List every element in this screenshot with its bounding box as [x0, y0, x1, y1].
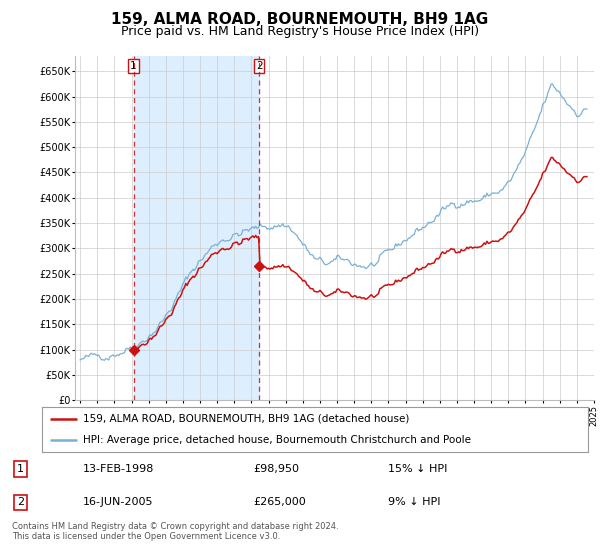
Text: £265,000: £265,000: [253, 497, 306, 507]
Text: 13-FEB-1998: 13-FEB-1998: [82, 464, 154, 474]
Text: 2: 2: [256, 61, 263, 71]
Text: £98,950: £98,950: [253, 464, 299, 474]
Text: Price paid vs. HM Land Registry's House Price Index (HPI): Price paid vs. HM Land Registry's House …: [121, 25, 479, 38]
Text: Contains HM Land Registry data © Crown copyright and database right 2024.
This d: Contains HM Land Registry data © Crown c…: [12, 522, 338, 542]
Text: 9% ↓ HPI: 9% ↓ HPI: [388, 497, 440, 507]
Text: HPI: Average price, detached house, Bournemouth Christchurch and Poole: HPI: Average price, detached house, Bour…: [83, 435, 471, 445]
Text: 1: 1: [130, 61, 137, 71]
Text: 159, ALMA ROAD, BOURNEMOUTH, BH9 1AG (detached house): 159, ALMA ROAD, BOURNEMOUTH, BH9 1AG (de…: [83, 414, 409, 424]
Bar: [134, 56, 259, 400]
Text: 15% ↓ HPI: 15% ↓ HPI: [388, 464, 448, 474]
Text: 159, ALMA ROAD, BOURNEMOUTH, BH9 1AG: 159, ALMA ROAD, BOURNEMOUTH, BH9 1AG: [112, 12, 488, 27]
Text: 16-JUN-2005: 16-JUN-2005: [82, 497, 153, 507]
Text: 1: 1: [17, 464, 24, 474]
Text: 2: 2: [17, 497, 24, 507]
